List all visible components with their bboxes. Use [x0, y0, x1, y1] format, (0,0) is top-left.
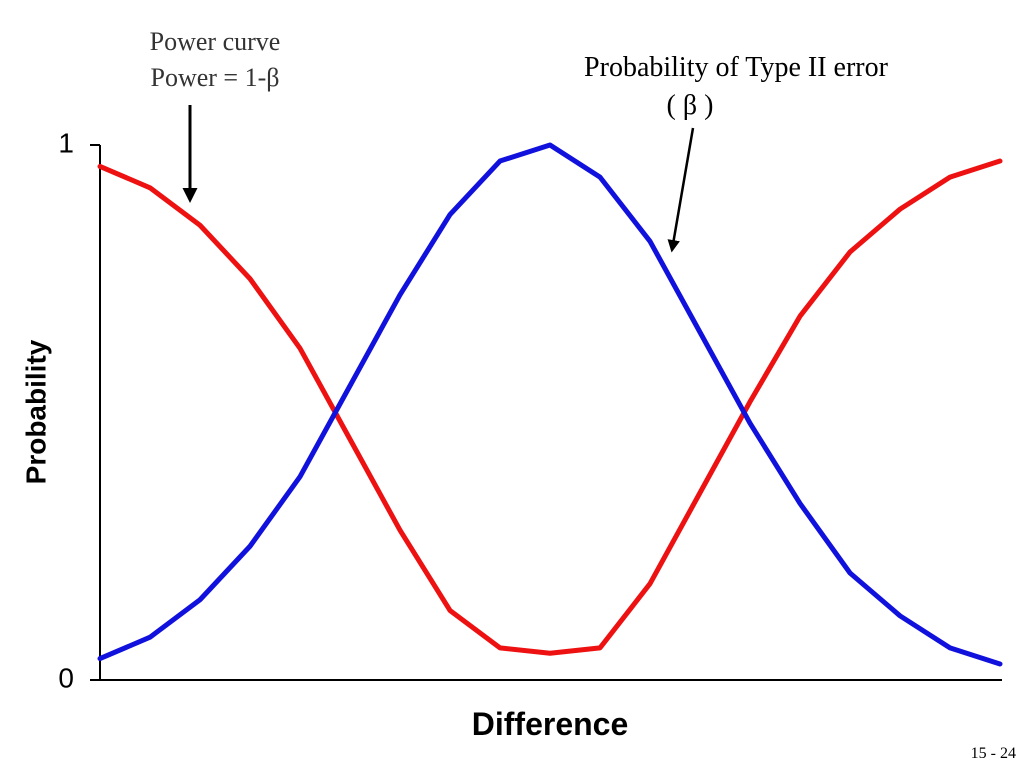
arrow	[667, 127, 695, 253]
annotation: Probability of Type II error	[584, 52, 889, 83]
annotation: Power = 1-β	[151, 63, 280, 92]
y-axis-label: Probability	[20, 339, 51, 484]
line	[97, 158, 1003, 656]
y-tick-label: 0	[58, 662, 74, 693]
line	[97, 142, 1003, 667]
page-number: 15 - 24	[971, 745, 1016, 762]
annotation: ( β )	[667, 90, 714, 121]
y-tick-label: 1	[58, 127, 74, 158]
annotation: Power curve	[150, 27, 281, 56]
x-axis-label: Difference	[472, 706, 629, 742]
